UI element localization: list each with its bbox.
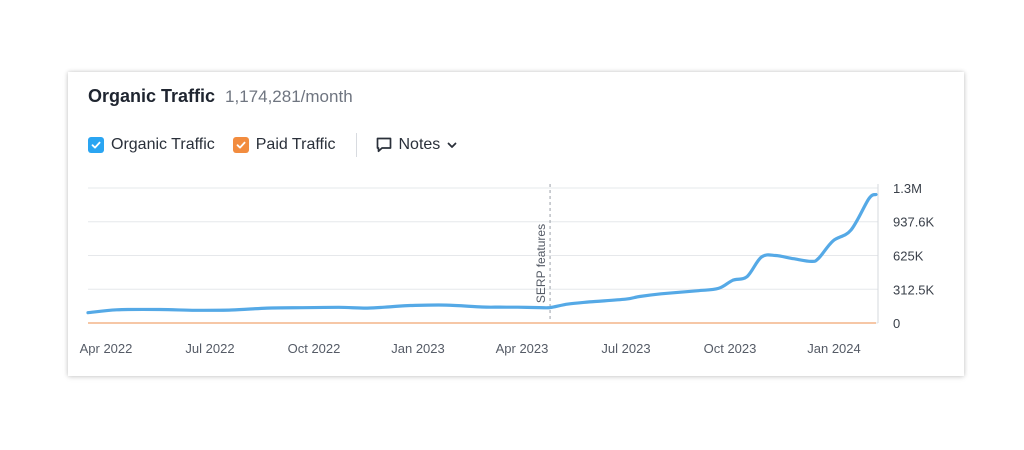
y-tick-label: 1.3M [893,181,922,196]
notes-label: Notes [398,136,441,153]
chart-title: Organic Traffic [88,86,216,106]
check-icon [91,141,101,149]
comment-icon [376,137,391,153]
annotation-label: SERP features [534,224,548,303]
y-tick-label: 625K [893,249,924,264]
legend: Organic Traffic Paid Traffic Notes [88,133,458,157]
traffic-value: 1,174,281/month [225,87,353,106]
y-tick-label: 312.5K [893,282,935,297]
chevron-down-icon [447,142,457,148]
legend-paid-traffic[interactable]: Paid Traffic [232,136,336,154]
traffic-chart: 1.3M 937.6K 625K 312.5K 0 Apr 2022 Jul 2022 Oct… [80,181,935,356]
organic-traffic-line [86,192,878,315]
organic-traffic-label: Organic Traffic [111,136,215,153]
y-tick-label: 0 [893,316,900,331]
x-tick-label: Oct 2023 [704,341,757,356]
y-tick-label: 937.6K [893,215,935,230]
x-tick-label: Jul 2022 [185,341,234,356]
x-tick-label: Apr 2022 [80,341,133,356]
x-tick-label: Jan 2024 [807,341,861,356]
x-tick-label: Jan 2023 [391,341,445,356]
notes-dropdown[interactable]: Notes [375,136,459,154]
x-tick-label: Jul 2023 [601,341,650,356]
check-icon [236,141,246,149]
legend-organic-traffic[interactable]: Organic Traffic [88,136,215,154]
organic-checkbox[interactable] [88,137,104,153]
x-tick-label: Apr 2023 [496,341,549,356]
legend-divider [355,133,357,157]
paid-traffic-label: Paid Traffic [255,136,336,153]
organic-traffic-card: Organic Traffic 1,174,281/month Organic … [68,72,964,376]
card-header: Organic Traffic 1,174,281/month [88,86,353,107]
paid-checkbox[interactable] [232,137,249,153]
x-tick-label: Oct 2022 [288,341,341,356]
